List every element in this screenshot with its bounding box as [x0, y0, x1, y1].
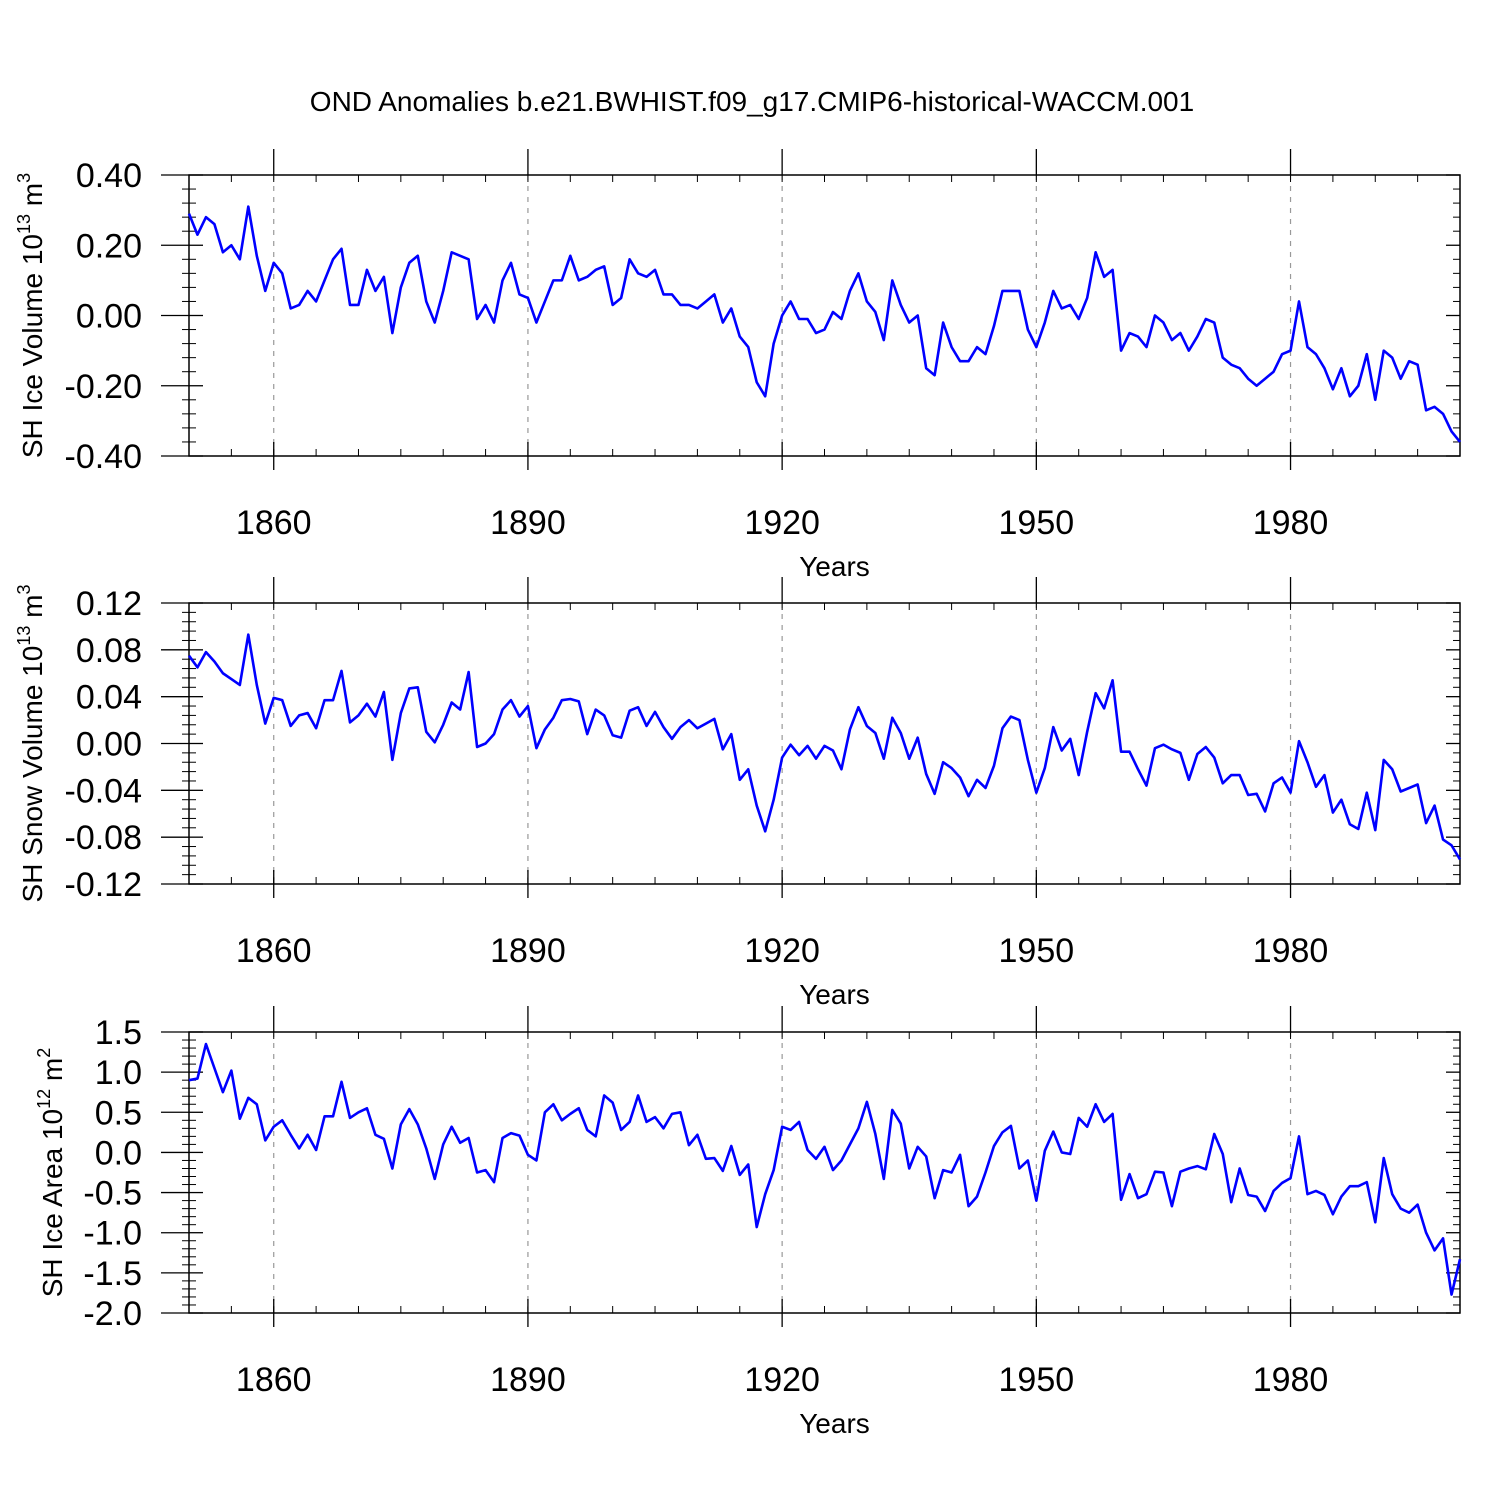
snow-volume-series-line-0 — [187, 633, 1462, 861]
ice-area-y-axis-title: SH Ice Area 1012 m2 — [34, 1048, 68, 1298]
chart-panel-ice-area: 1860 1890 1920 1950 1980 Years 1.51.00.50.0-0.… — [34, 1006, 1462, 1439]
snow-volume-y-tick-label-0.12: 0.12 — [76, 585, 142, 623]
ice-volume-y-axis-title: SH Ice Volume 1013 m3 — [14, 173, 48, 458]
snow-volume-y-tick-label-0.00: 0.00 — [76, 726, 142, 764]
ice-area-y-axis-title-unit-exp: 2 — [34, 1048, 54, 1058]
snow-volume-x-tick-label-1920: 1920 — [744, 932, 820, 970]
ice-area-x-tick-label-1890: 1890 — [490, 1361, 566, 1399]
snow-volume-y-tick-label--0.12: -0.12 — [65, 866, 143, 904]
ice-volume-x-tick-label-1860: 1860 — [236, 504, 312, 542]
snow-volume-y-axis-title-exp: 13 — [14, 626, 34, 646]
ice-area-y-axis-title-main: SH Ice Area 10 — [37, 1109, 68, 1297]
ice-volume-y-axis-title-exp: 13 — [14, 214, 34, 234]
snow-volume-x-tick-label-1860: 1860 — [236, 932, 312, 970]
snow-volume-y-tick-label--0.04: -0.04 — [65, 772, 143, 810]
snow-volume-y-tick-label--0.08: -0.08 — [65, 819, 143, 857]
snow-volume-x-tick-label-1980: 1980 — [1253, 932, 1329, 970]
snow-volume-y-tick-label-0.08: 0.08 — [76, 632, 142, 670]
ice-volume-x-tick-label-1920: 1920 — [744, 504, 820, 542]
ice-area-y-tick-label-0.0: 0.0 — [95, 1134, 142, 1172]
snow-volume-y-tick-label-0.04: 0.04 — [76, 679, 142, 717]
ice-volume-series-line-0 — [187, 205, 1462, 443]
snow-volume-plot-frame — [188, 602, 1461, 885]
ice-area-x-tick-label-1980: 1980 — [1253, 1361, 1329, 1399]
ice-area-y-tick-label--0.5: -0.5 — [83, 1175, 142, 1213]
ice-volume-y-tick-label-0.20: 0.20 — [76, 227, 142, 265]
ice-area-plot-frame — [188, 1031, 1461, 1314]
ice-volume-y-tick-label--0.20: -0.20 — [65, 368, 143, 406]
snow-volume-y-axis-title-unit: m — [17, 595, 48, 626]
ice-area-x-tick-label-1860: 1860 — [236, 1361, 312, 1399]
snow-volume-y-axis-title-unit-exp: 3 — [14, 585, 34, 595]
chart-panel-ice-volume: 1860 1890 1920 1950 1980 Years 0.40 0.20 0.00 -0.… — [14, 149, 1462, 582]
ice-area-y-tick-label-0.5: 0.5 — [95, 1094, 142, 1132]
panels-group: 1860 1890 1920 1950 1980 Years 0.40 0.20 0.00 -0.… — [14, 149, 1462, 1439]
ice-volume-x-tick-label-1980: 1980 — [1253, 504, 1329, 542]
snow-volume-y-axis-title: SH Snow Volume 1013 m3 — [14, 585, 48, 903]
chart-panel-snow-volume: 1860 1890 1920 1950 1980 Years 0.12 0.08 0.04 0.0… — [14, 577, 1462, 1010]
ice-area-y-axis-title-unit: m — [37, 1058, 68, 1089]
ice-volume-y-tick-label-0.00: 0.00 — [76, 298, 142, 336]
ice-area-x-axis-title: Years — [799, 1408, 870, 1439]
ice-area-y-tick-label-1.0: 1.0 — [95, 1054, 142, 1092]
ice-area-x-tick-label-1950: 1950 — [999, 1361, 1075, 1399]
ice-volume-y-axis-title-main: SH Ice Volume 10 — [17, 234, 48, 458]
ice-area-y-tick-label--2.0: -2.0 — [83, 1295, 142, 1333]
ice-volume-y-tick-label-0.40: 0.40 — [76, 157, 142, 195]
ice-volume-y-axis-title-unit-exp: 3 — [14, 173, 34, 183]
ice-volume-y-axis-title-unit: m — [17, 183, 48, 214]
ice-volume-plot-frame — [188, 174, 1461, 457]
ice-volume-x-tick-label-1890: 1890 — [490, 504, 566, 542]
figure-title: OND Anomalies b.e21.BWHIST.f09_g17.CMIP6… — [310, 86, 1194, 117]
ice-volume-x-axis-title: Years — [799, 551, 870, 582]
ice-area-y-tick-label-1.5: 1.5 — [95, 1014, 142, 1052]
ice-area-x-tick-label-1920: 1920 — [744, 1361, 820, 1399]
snow-volume-y-axis-title-main: SH Snow Volume 10 — [17, 646, 48, 903]
snow-volume-x-tick-label-1950: 1950 — [999, 932, 1075, 970]
snow-volume-x-tick-label-1890: 1890 — [490, 932, 566, 970]
ice-volume-y-tick-label--0.40: -0.40 — [65, 438, 143, 476]
ice-volume-x-tick-label-1950: 1950 — [999, 504, 1075, 542]
ice-area-y-tick-label--1.5: -1.5 — [83, 1255, 142, 1293]
ice-area-series-line-0 — [188, 1042, 1462, 1296]
snow-volume-x-axis-title: Years — [799, 979, 870, 1010]
ice-area-y-axis-title-exp: 12 — [34, 1089, 54, 1109]
ice-area-y-tick-label--1.0: -1.0 — [83, 1215, 142, 1253]
